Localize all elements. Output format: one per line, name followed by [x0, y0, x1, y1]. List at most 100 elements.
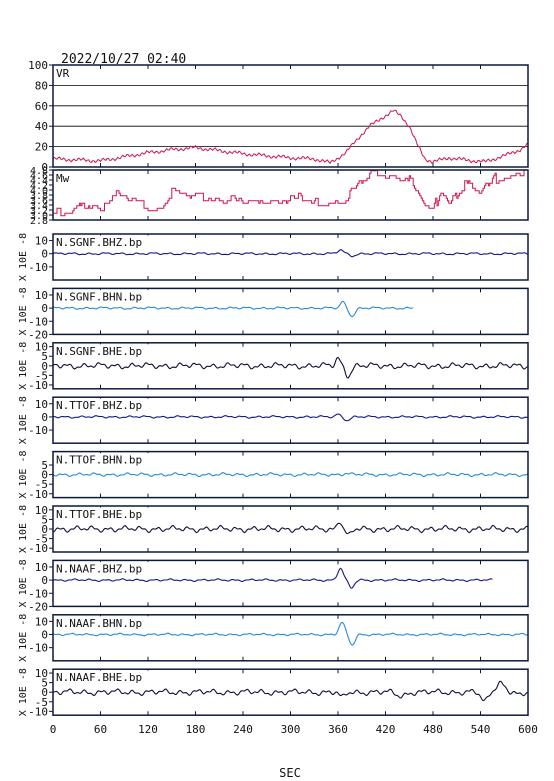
y-tick-label: 40	[35, 120, 48, 133]
y-tick-label: 10	[35, 615, 48, 628]
waveform-bhn	[52, 300, 414, 318]
x-tick-label: 120	[138, 723, 158, 736]
panel-frame	[52, 64, 529, 168]
x-tick-label: 60	[94, 723, 107, 736]
trace-label-bg	[54, 453, 150, 467]
y-tick-label: 4.8	[30, 166, 48, 177]
y-tick-label: -10	[28, 705, 48, 718]
y-axis-label: X 10E -8	[18, 451, 29, 499]
y-tick-label: 5	[41, 459, 48, 472]
y-tick-label: 4.4	[30, 176, 48, 187]
y-tick-label: 4.0	[30, 186, 48, 197]
panel-mw: 4.84.64.44.24.03.83.63.43.23.02.8 Mw	[30, 166, 529, 227]
trace-panel: 100-10X 10E -8 N.NAAF.BHN.bp	[18, 614, 529, 662]
y-axis-label: X 10E -8	[18, 614, 29, 662]
y-tick-label: 5	[41, 677, 48, 690]
x-tick-label: 480	[423, 723, 443, 736]
x-tick-label: 600	[518, 723, 538, 736]
trace-label-bg	[54, 561, 150, 575]
trace-label-bg	[54, 398, 150, 412]
y-axis-label: X 10E -8	[18, 287, 29, 335]
y-tick-label: -5	[35, 533, 48, 546]
y-tick-label: 10	[35, 289, 48, 302]
y-tick-label: 3.0	[30, 211, 48, 222]
y-tick-label: 80	[35, 79, 48, 92]
trace-label: N.NAAF.BHZ.bp	[56, 562, 142, 575]
trace-panel: 100-10-20X 10E -8 N.SGNF.BHN.bp	[18, 287, 529, 341]
y-tick-label: 10	[35, 398, 48, 411]
y-tick-label: -5	[35, 696, 48, 709]
panel-title: Mw	[56, 172, 70, 185]
y-tick-label: 0	[41, 302, 48, 315]
x-tick-label: 300	[281, 723, 301, 736]
y-tick-label: -20	[28, 600, 48, 613]
y-tick-label: -10	[28, 488, 48, 501]
trace-label: N.SGNF.BHN.bp	[56, 290, 142, 303]
panel-vr: 100 80 60 40 20 0 VR	[28, 59, 529, 174]
y-tick-label: 0	[41, 411, 48, 424]
trace-label: N.NAAF.BHN.bp	[56, 617, 142, 630]
y-tick-label: 0	[41, 686, 48, 699]
y-axis-label: X 10E -8	[18, 233, 29, 281]
trace-label: N.SGNF.BHZ.bp	[56, 236, 142, 249]
waveform-bhn	[52, 621, 529, 646]
waveform-bhz	[52, 249, 529, 258]
y-tick-label: -20	[28, 328, 48, 341]
datetime-header: 2022/10/27 02:40	[61, 52, 186, 67]
x-tick-label: 0	[50, 723, 57, 736]
x-axis-label: SEC	[279, 766, 301, 780]
y-tick-label: -10	[28, 542, 48, 555]
x-tick-label: 540	[471, 723, 491, 736]
y-tick-label: 10	[35, 667, 48, 680]
trace-label: N.SGNF.BHE.bp	[56, 345, 142, 358]
y-tick-label: 0	[41, 360, 48, 373]
trace-label-bg	[54, 344, 150, 358]
y-tick-label: 0	[41, 248, 48, 261]
trace-label-bg	[54, 289, 150, 303]
x-tick-label: 240	[233, 723, 253, 736]
waveform-bhe	[52, 522, 529, 535]
x-tick-label: 180	[186, 723, 206, 736]
y-tick-label: 3.8	[30, 191, 48, 202]
y-tick-label: 4.2	[30, 181, 48, 192]
y-tick-label: 0	[41, 629, 48, 642]
y-tick-label: 0	[41, 574, 48, 587]
trace-panel: 100-10X 10E -8 N.TTOF.BHZ.bp	[18, 396, 529, 444]
y-tick-label: 2.8	[30, 216, 48, 227]
waveform-bhz	[52, 567, 493, 589]
y-tick-label: -10	[28, 587, 48, 600]
panel-title: VR	[56, 67, 70, 80]
x-axis: 0 60 120 180 240 300 360 420 480 540 600	[50, 723, 538, 736]
y-tick-label: 5	[41, 350, 48, 363]
y-axis-label: X 10E -8	[18, 396, 29, 444]
y-tick-label: 60	[35, 100, 48, 113]
trace-label: N.TTOF.BHN.bp	[56, 454, 142, 467]
trace-label-bg	[54, 670, 150, 684]
y-axis-label: X 10E -8	[18, 505, 29, 553]
y-tick-label: 10	[35, 235, 48, 248]
y-tick-label: 3.6	[30, 196, 48, 207]
waveform-bhe	[52, 356, 529, 379]
plot-panels: 100806040200VR4.84.64.44.24.03.83.63.43.…	[18, 59, 529, 718]
y-tick-label: -5	[35, 369, 48, 382]
trace-panel: 100-10-20X 10E -8 N.NAAF.BHZ.bp	[18, 559, 529, 613]
y-tick-label: 10	[35, 561, 48, 574]
y-tick-label: 3.4	[30, 201, 48, 212]
x-tick-label: 360	[328, 723, 348, 736]
y-tick-label: -5	[35, 478, 48, 491]
waveform-bhz	[53, 413, 528, 422]
trace-label-bg	[54, 507, 150, 521]
trace-label: N.TTOF.BHE.bp	[56, 508, 142, 521]
y-tick-label: -10	[28, 379, 48, 392]
y-tick-label: 4.6	[30, 171, 48, 182]
y-axis-label: X 10E -8	[18, 668, 29, 716]
y-axis-label: X 10E -8	[18, 342, 29, 390]
y-tick-label: -10	[28, 642, 48, 655]
y-tick-label: -10	[28, 424, 48, 437]
y-tick-label: -10	[28, 315, 48, 328]
trace-label: N.NAAF.BHE.bp	[56, 671, 142, 684]
y-tick-label: 0	[41, 161, 48, 174]
series-mw	[53, 169, 528, 217]
